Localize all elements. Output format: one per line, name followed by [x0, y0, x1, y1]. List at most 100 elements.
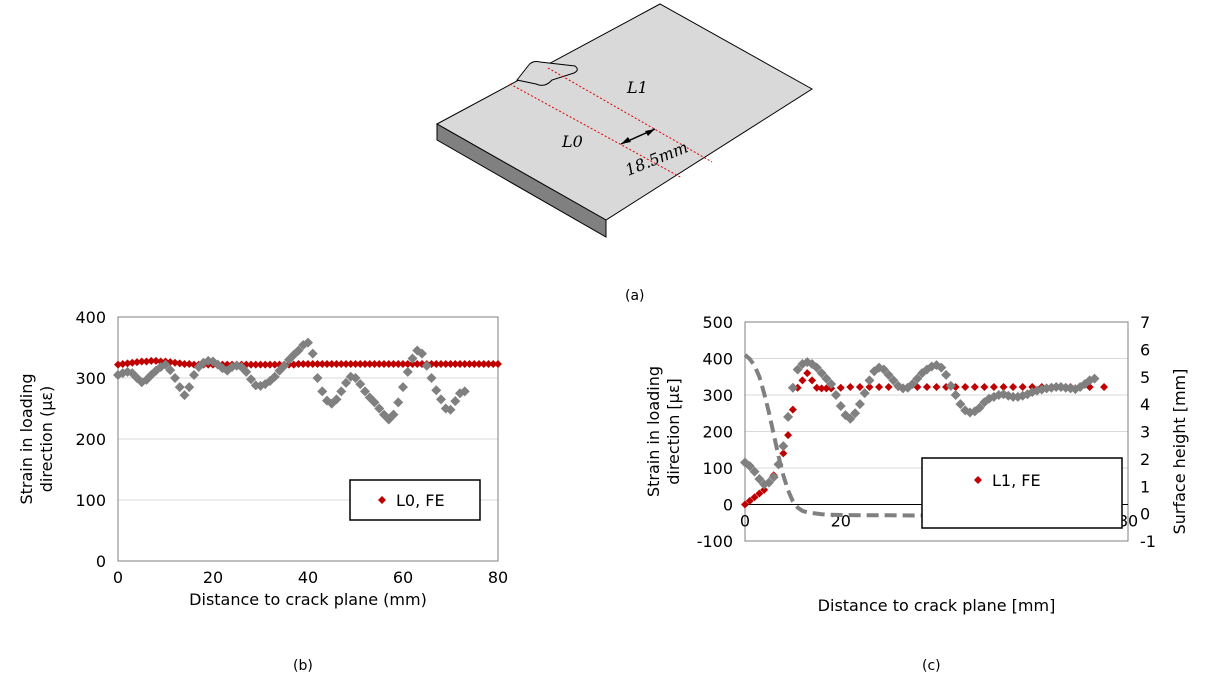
fe-point — [294, 359, 303, 368]
fe-point — [327, 359, 336, 368]
measured-point — [407, 353, 418, 364]
y2-tick-label: 2 — [1140, 450, 1150, 469]
fe-point — [137, 357, 146, 366]
measured-point — [317, 386, 328, 397]
arrowhead-start — [621, 137, 631, 144]
fe-point — [128, 358, 137, 367]
fe-point — [755, 489, 764, 498]
fe-point — [788, 405, 797, 414]
measured-point — [303, 337, 313, 348]
measured-point — [787, 382, 798, 393]
fe-point — [1018, 382, 1027, 391]
fe-point — [812, 383, 821, 392]
y-axis-title-line: direction (με) — [37, 386, 56, 493]
fe-point — [123, 359, 132, 368]
x-tick-label: 80 — [488, 568, 508, 587]
measured-point — [355, 379, 366, 390]
y-tick-label: 400 — [75, 308, 106, 327]
fe-point — [446, 359, 455, 368]
x-tick-label: 20 — [203, 568, 223, 587]
y2-tick-label: 6 — [1140, 340, 1150, 359]
measured-point — [749, 466, 760, 477]
x-tick-label: 80 — [1118, 512, 1138, 531]
legend-label: L0, FE — [396, 491, 445, 510]
measured-point — [826, 379, 837, 390]
fe-point — [384, 359, 393, 368]
chart-c: -1000100200300400500020406080-101234567S… — [644, 313, 1189, 615]
measured-point — [431, 385, 442, 396]
fe-point — [332, 359, 341, 368]
measured-point — [269, 371, 280, 382]
fe-point — [779, 449, 788, 458]
fe-point — [875, 382, 884, 391]
measured-point — [241, 366, 252, 377]
plate-front-face — [436, 123, 607, 238]
fe-point — [256, 360, 265, 369]
fe-point — [475, 359, 483, 368]
fe-point — [494, 359, 502, 368]
measured-point — [955, 399, 966, 410]
fe-point — [846, 382, 855, 391]
fe-point — [318, 359, 327, 368]
fe-point — [114, 360, 122, 369]
fe-point — [380, 359, 388, 368]
fe-point — [750, 493, 759, 502]
y-tick-label: 400 — [702, 350, 733, 369]
fe-point — [337, 359, 346, 368]
fe-point — [299, 359, 308, 368]
fe-point — [247, 360, 255, 369]
fe-point — [432, 359, 441, 368]
fe-point — [803, 369, 812, 378]
x-axis-title: Distance to crack plane (mm) — [189, 590, 427, 609]
measured-point — [312, 373, 323, 383]
measured-point — [459, 386, 470, 397]
measured-point — [165, 365, 176, 376]
measured-point — [936, 362, 947, 373]
fe-point — [389, 359, 398, 368]
measured-point — [778, 441, 789, 452]
measured-point — [369, 397, 380, 408]
measured-point — [402, 366, 413, 377]
legend-label: L1, FE — [992, 471, 1041, 490]
fe-point — [745, 496, 754, 505]
measured-point — [950, 390, 961, 400]
measured-point — [350, 373, 361, 383]
measured-point — [426, 373, 437, 383]
fe-point — [308, 359, 317, 368]
fe-point — [185, 359, 194, 368]
fe-point — [884, 382, 893, 391]
fe-point — [489, 359, 498, 368]
fe-point — [147, 356, 156, 365]
fe-point — [989, 382, 998, 391]
measured-point — [170, 373, 180, 383]
measured-point — [763, 477, 774, 488]
measured-point — [768, 472, 779, 483]
fe-point — [932, 382, 941, 391]
measured-point — [388, 409, 399, 420]
y-tick-label: 500 — [702, 313, 733, 332]
label-l1: L1 — [626, 78, 648, 97]
fe-point — [855, 382, 864, 391]
fe-point — [760, 485, 769, 494]
fe-point — [171, 358, 179, 367]
measured-point — [184, 382, 195, 393]
fe-point — [304, 359, 312, 368]
measured-point — [1089, 373, 1100, 384]
fe-point — [465, 359, 474, 368]
measured-point — [912, 373, 923, 384]
fe-point — [118, 359, 127, 368]
fe-point — [456, 359, 464, 368]
fe-point — [142, 357, 151, 366]
fe-point — [361, 359, 369, 368]
fe-point — [1009, 382, 1018, 391]
y2-tick-label: 5 — [1140, 368, 1150, 387]
measured-point — [360, 386, 370, 397]
y-tick-label: 200 — [75, 430, 106, 449]
measured-point — [331, 394, 342, 405]
caption-b: (b) — [293, 658, 313, 674]
x-tick-label: 0 — [740, 512, 750, 531]
measured-point — [878, 364, 889, 375]
measured-point — [374, 403, 385, 414]
fe-point — [437, 359, 445, 368]
measured-point — [854, 399, 865, 410]
